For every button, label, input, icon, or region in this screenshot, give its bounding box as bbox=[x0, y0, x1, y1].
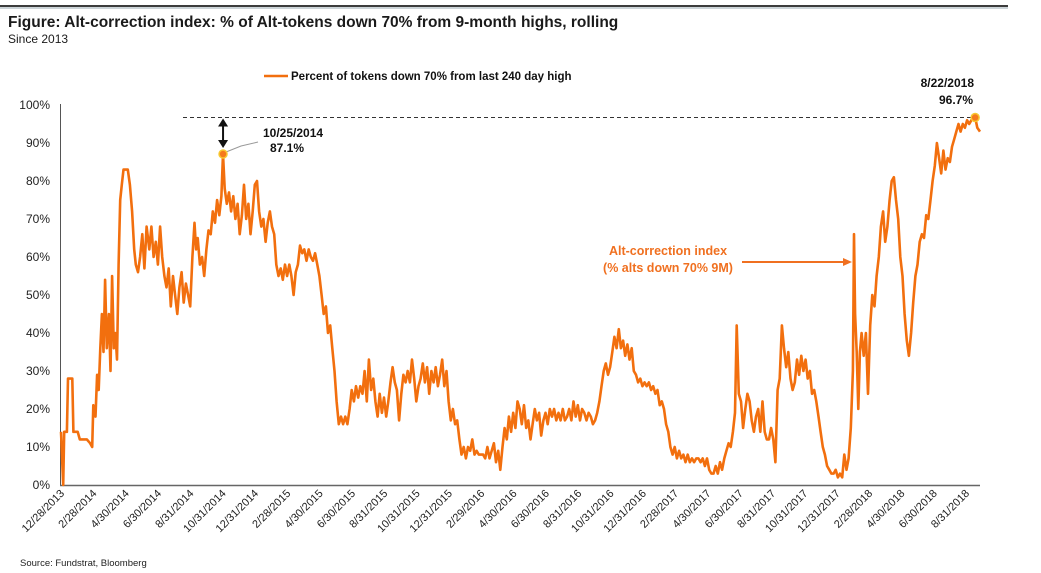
chart-subtitle: Since 2013 bbox=[8, 32, 68, 46]
y-tick-label: 20% bbox=[26, 402, 50, 416]
top-rule-shadow bbox=[0, 7, 1008, 9]
chart-title: Figure: Alt-correction index: % of Alt-t… bbox=[8, 14, 618, 31]
y-tick-label: 30% bbox=[26, 364, 50, 378]
index-annotation-line1: Alt-correction index bbox=[609, 244, 727, 258]
y-tick-label: 0% bbox=[33, 478, 51, 492]
peak-marker-2014 bbox=[218, 149, 228, 159]
y-tick-label: 60% bbox=[26, 250, 50, 264]
legend-label: Percent of tokens down 70% from last 240… bbox=[291, 71, 572, 83]
y-tick-label: 50% bbox=[26, 288, 50, 302]
legend: Percent of tokens down 70% from last 240… bbox=[264, 71, 572, 83]
y-tick-labels: 0% 10% 20% 30% 40% 50% 60% 70% 80% 90% 100% bbox=[19, 98, 50, 492]
x-tick-labels: 12/28/20132/28/20144/30/20146/30/20148/3… bbox=[20, 488, 972, 535]
series-line bbox=[59, 116, 982, 487]
index-annotation-line2: (% alts down 70% 9M) bbox=[603, 261, 733, 275]
y-tick-label: 80% bbox=[26, 174, 50, 188]
annotation-arrow-icon bbox=[742, 258, 852, 266]
annotation-value-2014: 87.1% bbox=[270, 141, 304, 155]
y-tick-label: 90% bbox=[26, 136, 50, 150]
y-tick-label: 100% bbox=[19, 98, 50, 112]
y-tick-label: 10% bbox=[26, 440, 50, 454]
annotation-date-2018: 8/22/2018 bbox=[921, 76, 975, 90]
y-tick-label: 40% bbox=[26, 326, 50, 340]
source-note: Source: Fundstrat, Bloomberg bbox=[20, 558, 147, 569]
annotation-date-2014: 10/25/2014 bbox=[263, 126, 323, 140]
top-rule bbox=[0, 5, 1008, 7]
annotation-leader-line bbox=[225, 141, 259, 153]
peak-marker-2018 bbox=[970, 112, 980, 123]
y-tick-label: 70% bbox=[26, 212, 50, 226]
double-arrow-icon bbox=[218, 118, 229, 149]
x-tick-label: 12/28/2013 bbox=[20, 488, 67, 535]
annotation-value-2018: 96.7% bbox=[939, 93, 973, 107]
